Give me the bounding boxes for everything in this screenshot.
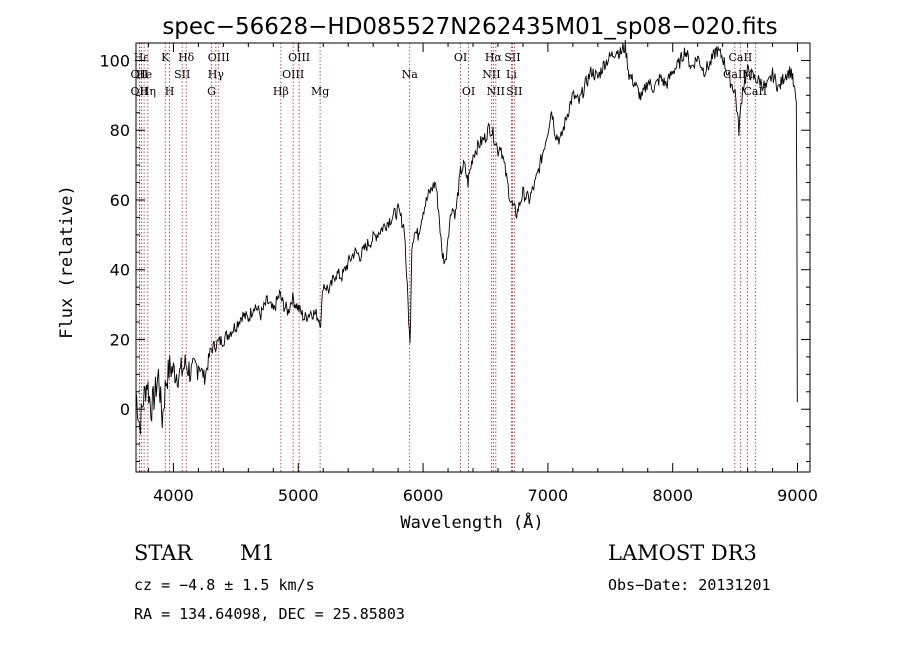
y-axis-label: Flux (relative) bbox=[57, 185, 77, 339]
emission-line-label-2: OII bbox=[131, 85, 149, 98]
y-tick-label-0: 0 bbox=[120, 400, 130, 419]
emission-line-label-10: Hγ bbox=[208, 68, 225, 81]
axis-ticks: 4000 5000 6000 7000 8000 9000 0 20 40 60 80 100 bbox=[99, 42, 818, 505]
object-subclass: M1 bbox=[240, 541, 275, 565]
emission-line-label-18: OI bbox=[462, 85, 475, 98]
emission-line-label-22: Li bbox=[506, 68, 517, 81]
observation-date: Obs−Date: 20131201 bbox=[608, 576, 771, 594]
emission-line-label-14: OIII bbox=[282, 68, 304, 81]
emission-line-label-19: Hα bbox=[485, 51, 503, 64]
emission-line-label-7: SII bbox=[174, 68, 190, 81]
emission-line-label-12: Hβ bbox=[273, 85, 289, 98]
emission-line-label-13: OIII bbox=[288, 51, 310, 64]
emission-line-label-27: M bbox=[742, 68, 753, 81]
x-axis-label: Wavelength (Å) bbox=[400, 511, 543, 533]
emission-line-label-28: CaII bbox=[743, 85, 767, 98]
emission-line-label-20: SII bbox=[504, 51, 520, 64]
y-tick-label-1: 20 bbox=[110, 330, 130, 349]
emission-line-label-21: NII bbox=[482, 68, 500, 81]
series-0-line bbox=[135, 39, 798, 435]
emission-line-label-3: He bbox=[136, 68, 152, 81]
emission-line-label-15: Mg bbox=[311, 85, 329, 98]
emission-line-label-23: NII bbox=[487, 85, 505, 98]
emission-line-label-8: Hδ bbox=[178, 51, 195, 64]
x-tick-label-1: 5000 bbox=[278, 486, 319, 505]
emission-line-label-16: Na bbox=[402, 68, 419, 81]
survey-name: LAMOST DR3 bbox=[608, 541, 757, 565]
y-tick-label-5: 100 bbox=[99, 51, 130, 70]
object-class: STAR bbox=[134, 541, 193, 565]
y-tick-label-3: 60 bbox=[110, 191, 130, 210]
x-tick-label-0: 4000 bbox=[153, 486, 194, 505]
x-tick-label-2: 6000 bbox=[403, 486, 444, 505]
emission-line-label-24: SII bbox=[506, 85, 522, 98]
x-tick-label-5: 9000 bbox=[777, 486, 818, 505]
emission-line-label-9: OIII bbox=[208, 51, 230, 64]
redshift-text: cz = −4.8 ± 1.5 km/s bbox=[134, 576, 315, 594]
emission-line-label-25: CaII bbox=[729, 51, 753, 64]
emission-line-label-17: OI bbox=[454, 51, 467, 64]
emission-line-label-11: G bbox=[207, 85, 216, 98]
emission-line-label-4: Hη bbox=[140, 85, 156, 98]
y-tick-label-4: 80 bbox=[110, 121, 130, 140]
chart-title: spec−56628−HD085527N262435M01_sp08−020.f… bbox=[162, 14, 777, 40]
emission-line-label-26: CaII bbox=[723, 68, 747, 81]
emission-line-label-5: K bbox=[161, 51, 170, 64]
y-tick-label-2: 40 bbox=[110, 261, 130, 280]
series-layer bbox=[135, 39, 798, 435]
coordinates-text: RA = 134.64098, DEC = 25.85803 bbox=[134, 605, 405, 623]
x-tick-label-4: 8000 bbox=[652, 486, 693, 505]
emission-line-label-6: H bbox=[165, 85, 175, 98]
x-tick-label-3: 7000 bbox=[528, 486, 569, 505]
plot-frame bbox=[135, 42, 811, 473]
